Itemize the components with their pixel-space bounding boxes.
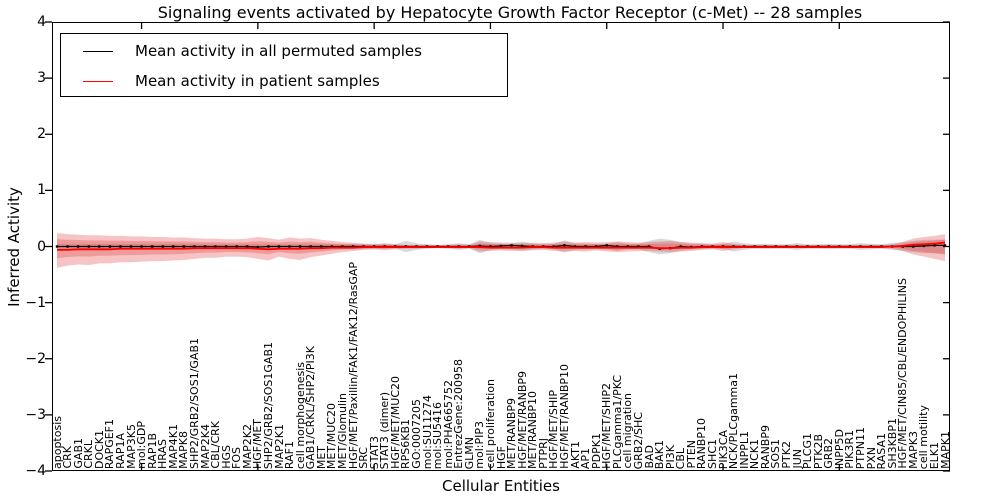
x-tick-label: HGF/MET/Paxillin/FAK1/FAK12/RasGAP xyxy=(346,261,360,469)
y-tick-label: −1 xyxy=(25,294,46,311)
x-tick-label: MAPK1 xyxy=(938,431,952,469)
patient-line-swatch xyxy=(83,80,113,82)
y-tick-label: 4 xyxy=(37,14,46,30)
y-tick-label: 0 xyxy=(37,238,46,255)
permuted-line-swatch xyxy=(83,50,113,52)
y-tick-label: 1 xyxy=(37,182,46,199)
legend-item-permuted: Mean activity in all permuted samples xyxy=(61,36,507,66)
legend: Mean activity in all permuted samples Me… xyxy=(60,33,508,97)
y-tick-label: −3 xyxy=(25,406,46,423)
legend-label: Mean activity in patient samples xyxy=(135,72,380,90)
legend-label: Mean activity in all permuted samples xyxy=(135,42,422,60)
legend-item-patient: Mean activity in patient samples xyxy=(61,66,507,96)
x-axis-label: Cellular Entities xyxy=(442,477,560,495)
chart-title: Signaling events activated by Hepatocyte… xyxy=(157,3,863,22)
y-tick-label: −2 xyxy=(25,350,46,367)
y-tick-label: 2 xyxy=(37,126,46,143)
y-tick-label: −4 xyxy=(25,463,46,479)
y-tick-label: 3 xyxy=(37,70,46,87)
